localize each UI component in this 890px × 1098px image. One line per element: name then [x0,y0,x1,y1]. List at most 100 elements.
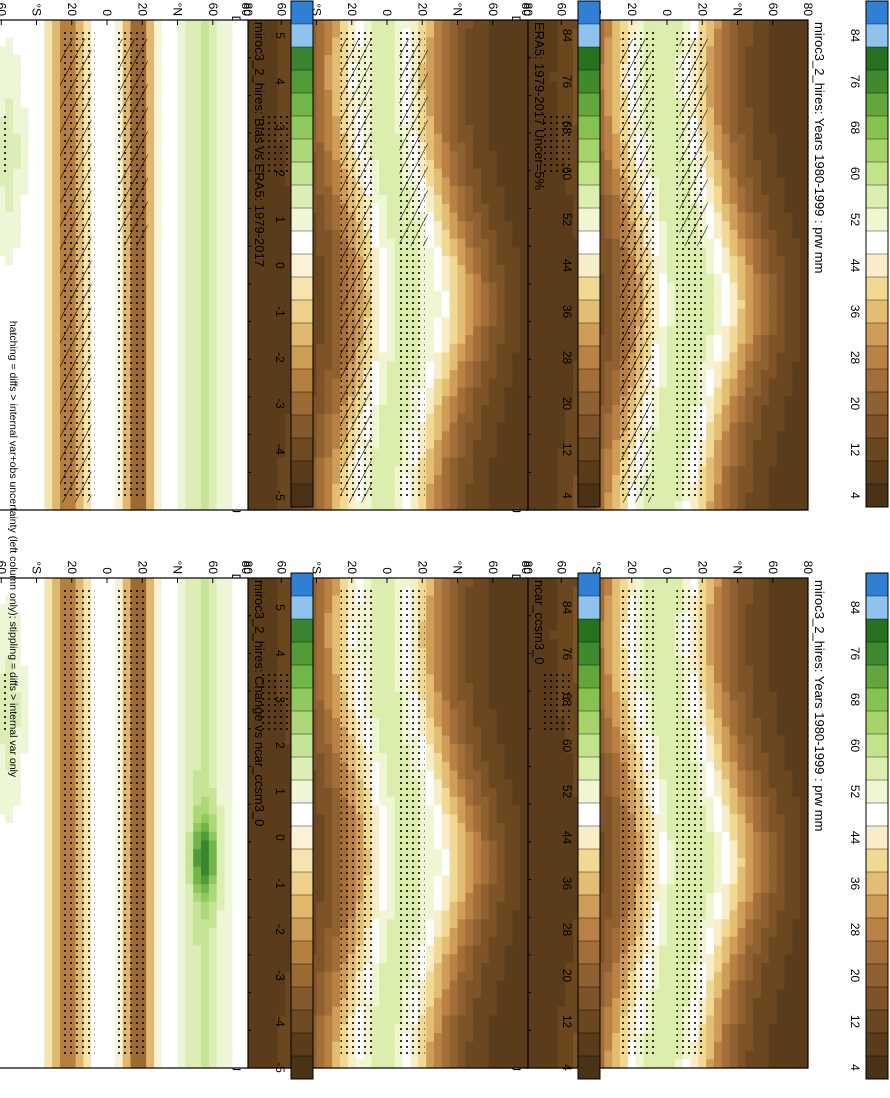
field-cell [464,457,474,467]
field-cell [268,326,278,336]
field-cell [480,116,489,126]
field-cell [433,116,442,126]
field-cell [768,177,777,187]
field-cell [776,142,785,152]
field-cell [548,300,558,310]
field-cell [658,256,667,266]
colorbar-label: 68 [560,121,574,135]
field-cell [729,20,738,30]
field-cell [548,361,558,371]
field-cell [496,212,505,222]
field-cell [752,361,761,371]
field-cell [541,203,550,214]
field-cell [511,230,521,240]
field-cell [169,107,178,117]
field-cell [519,282,528,292]
field-cell [12,142,21,152]
field-cell [378,483,387,494]
field-cell [98,81,107,91]
field-cell [729,492,738,502]
field-cell [98,133,107,144]
field-cell [268,177,278,187]
field-cell [378,20,387,30]
field-cell [441,195,450,205]
field-cell [783,457,793,467]
field-cell [331,501,340,511]
field-cell [611,81,620,91]
field-cell [713,256,722,266]
field-cell [331,90,340,100]
field-cell [253,378,262,389]
field-cell [456,151,466,161]
field-cell [4,186,13,196]
field-cell [744,81,754,91]
field-cell [556,256,566,266]
field-cell [480,221,489,231]
field-cell [488,440,497,450]
field-cell [556,81,566,91]
field-cell [783,160,793,170]
field-cell [658,396,667,406]
field-cell [464,440,474,450]
field-cell [20,37,29,47]
field-cell [744,361,754,371]
field-cell [760,55,769,65]
field-cell [169,203,178,214]
field-cell [799,422,808,432]
field-cell [169,116,178,126]
field-cell [223,55,233,65]
field-cell [603,440,613,450]
field-cell [783,107,793,117]
field-cell [409,501,419,511]
field-cell [658,20,667,30]
field-cell [776,483,785,494]
field-cell [799,448,808,459]
field-cell [611,300,620,310]
field-cell [519,492,528,502]
field-cell [480,46,489,56]
field-cell [541,492,550,502]
field-cell [20,160,29,170]
field-cell [153,46,162,56]
field-cell [331,273,340,284]
field-cell [705,361,714,371]
field-cell [760,501,769,511]
field-cell [533,230,542,240]
field-cell [449,212,458,222]
field-cell [28,72,37,82]
field-cell [488,177,497,187]
field-cell [799,203,808,214]
field-cell [433,55,442,65]
field-cell [736,116,746,126]
field-cell [611,440,620,450]
field-cell [511,133,521,144]
field-cell [441,265,450,275]
field-cell [533,335,542,345]
field-cell [729,291,738,301]
field-cell [253,133,262,144]
field-cell [480,177,489,187]
field-cell [603,90,613,100]
field-cell [441,55,450,65]
field-cell [161,90,170,100]
field-cell [449,55,458,65]
field-cell [315,492,325,502]
field-cell [261,63,270,74]
field-cell [503,212,513,222]
field-cell [603,378,613,389]
field-cell [799,230,808,240]
field-cell [511,457,521,467]
field-cell [239,177,248,187]
field-cell [488,55,497,65]
field-cell [541,20,550,30]
field-cell [315,387,325,397]
field-cell [176,177,186,187]
field-cell [231,46,241,56]
y-tick-label: 0 [660,9,674,16]
stippling-region [340,31,375,497]
field-cell [713,370,722,380]
field-cell [386,142,395,152]
field-cell [456,352,466,362]
y-tick-label: 80 [801,3,815,17]
colorbar-swatch [865,207,889,232]
